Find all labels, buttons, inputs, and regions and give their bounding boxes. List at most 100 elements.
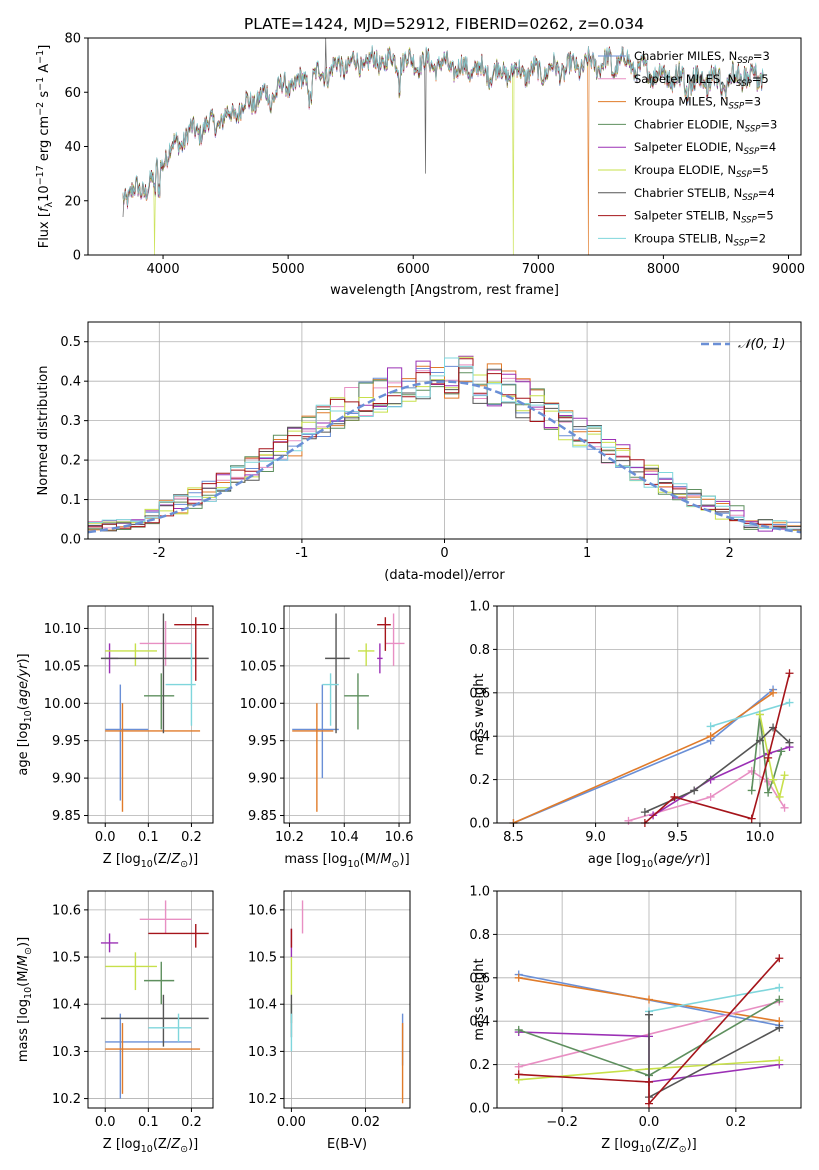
spectrum-series-krou_stelib <box>122 44 764 206</box>
weight-marker <box>777 747 786 756</box>
axes-frame <box>283 890 411 1109</box>
y-tick-label: 0.2 <box>60 454 81 469</box>
x-tick-label: 9.0 <box>585 830 606 845</box>
weight-marker <box>785 698 794 707</box>
y-tick-label: 9.85 <box>52 809 81 824</box>
weight-series-krou_stelib <box>706 698 794 731</box>
point-salp_stelib <box>377 617 391 651</box>
normal-reference-curve <box>87 380 802 534</box>
point-krou_miles <box>105 1023 201 1094</box>
point-krou_miles <box>292 703 334 812</box>
x-tick-label: 10.6 <box>385 830 414 845</box>
x-tick-label: 8000 <box>647 262 680 277</box>
weight-marker <box>764 788 773 797</box>
y-axis-label: mass weight <box>472 673 487 755</box>
x-axis-label: (data-model)/error <box>384 568 505 583</box>
x-tick-label: 0.1 <box>138 830 159 845</box>
point-chab_elodie <box>144 673 175 730</box>
weight-marker <box>775 954 784 963</box>
legend-entry-salp_miles: Salpeter MILES, NSSP=5 <box>634 72 769 89</box>
weight-marker <box>706 722 715 731</box>
point-krou_stelib <box>165 643 196 726</box>
weight-line <box>513 692 774 824</box>
y-tick-label: 0.4 <box>60 375 81 390</box>
y-tick-label: 80 <box>64 32 81 47</box>
weight-line <box>628 769 786 822</box>
legend-entry-chab_stelib: Chabrier STELIB, NSSP=4 <box>634 186 775 203</box>
x-axis-label: E(B-V) <box>327 1137 367 1152</box>
point-chab_stelib <box>100 613 209 734</box>
y-tick-label: 10.5 <box>52 951 81 966</box>
weight-marker <box>645 1099 653 1108</box>
y-tick-label: 0.8 <box>469 643 490 658</box>
y-tick-label: 10.05 <box>240 659 277 674</box>
y-tick-label: 10.6 <box>248 903 277 918</box>
x-tick-label: 10.0 <box>745 830 774 845</box>
spectrum-panel: 4000 5000 6000 7000 8000 9000 0 20 40 60 80 wavelen… <box>35 32 805 299</box>
point-krou_elodie <box>105 952 157 991</box>
y-tick-label: 20 <box>64 194 81 209</box>
x-tick-label: -2 <box>153 546 166 561</box>
x-tick-label: 0.00 <box>277 1115 306 1130</box>
point-chab_stelib <box>325 613 350 734</box>
weight-series-salp_stelib <box>514 954 784 1108</box>
data-points <box>290 900 404 1104</box>
x-axis-label: Z [log10(Z/Z⊙)] <box>103 852 198 870</box>
x-tick-label: 7000 <box>522 262 555 277</box>
legend-entry-krou_stelib: Kroupa STELIB, NSSP=2 <box>634 231 766 248</box>
weight-marker <box>755 710 764 719</box>
legend-entry-krou_elodie: Kroupa ELODIE, NSSP=5 <box>634 163 769 180</box>
y-tick-label: 10.2 <box>248 1092 277 1107</box>
x-tick-label: 10.2 <box>275 830 304 845</box>
weight-marker <box>747 786 756 795</box>
point-krou_stelib <box>322 673 339 726</box>
x-tick-label: 8.5 <box>503 830 524 845</box>
axes-frame <box>496 605 802 824</box>
legend-entry-normal: 𝒩(0, 1) <box>738 337 785 352</box>
point-chab_miles <box>105 1013 192 1099</box>
weight-marker <box>747 814 756 823</box>
x-tick-label: 9000 <box>772 262 805 277</box>
age-vs-metallicity-panel: 0.0 0.1 0.2 9.85 9.90 9.95 10.00 10.05 10.10 Z [l… <box>16 605 214 870</box>
x-tick-label: 0.0 <box>95 1115 116 1130</box>
y-tick-label: 10.4 <box>248 998 277 1013</box>
weight-marker <box>514 1025 523 1034</box>
mass-vs-metallicity-panel: 0.0 0.1 0.2 10.2 10.3 10.4 10.5 10.6 Z [log10(Z/… <box>16 890 214 1155</box>
y-tick-label: 10.2 <box>52 1092 81 1107</box>
y-tick-label: 0.1 <box>60 493 81 508</box>
data-points <box>100 900 209 1099</box>
x-tick-label: 4000 <box>147 262 180 277</box>
point-chab_miles <box>105 684 149 801</box>
weight-marker <box>764 777 773 786</box>
weight-line <box>648 1014 780 1099</box>
point-salp_miles <box>139 900 192 934</box>
age-vs-mass-panel: 10.2 10.4 10.6 9.85 9.90 9.95 10.00 10.05 10.10 m… <box>240 605 414 870</box>
x-tick-label: 5000 <box>272 262 305 277</box>
y-tick-label: 10.5 <box>248 951 277 966</box>
y-tick-label: 0.0 <box>469 1102 490 1117</box>
x-axis-label: Z [log10(Z/Z⊙)] <box>103 1137 198 1155</box>
y-tick-label: 9.90 <box>52 772 81 787</box>
y-tick-label: 0.3 <box>60 414 81 429</box>
weight-marker <box>775 792 784 801</box>
x-tick-label: 10.4 <box>330 830 359 845</box>
x-tick-label: 0 <box>440 546 448 561</box>
spectrum-legend: Chabrier MILES, NSSP=3 Salpeter MILES, NS… <box>598 49 777 248</box>
legend-entry-chab_elodie: Chabrier ELODIE, NSSP=3 <box>634 117 777 134</box>
weight-marker <box>706 792 715 801</box>
x-tick-label: 6000 <box>397 262 430 277</box>
weight-line <box>710 701 790 728</box>
weight-marker <box>775 1023 784 1032</box>
y-tick-label: 0.8 <box>469 928 490 943</box>
y-tick-label: 10.3 <box>52 1045 81 1060</box>
y-tick-label: 0.4 <box>469 730 490 745</box>
weight-line <box>759 714 786 800</box>
weight-line <box>652 746 790 817</box>
legend-entry-chab_miles: Chabrier MILES, NSSP=3 <box>634 49 770 66</box>
y-tick-label: 0.6 <box>469 686 490 701</box>
point-salp_stelib <box>148 924 209 948</box>
data-points <box>292 613 405 812</box>
figure-title-text: PLATE=1424, MJD=52912, FIBERID=0262, z=0… <box>244 15 644 33</box>
point-chab_stelib <box>100 994 209 1047</box>
